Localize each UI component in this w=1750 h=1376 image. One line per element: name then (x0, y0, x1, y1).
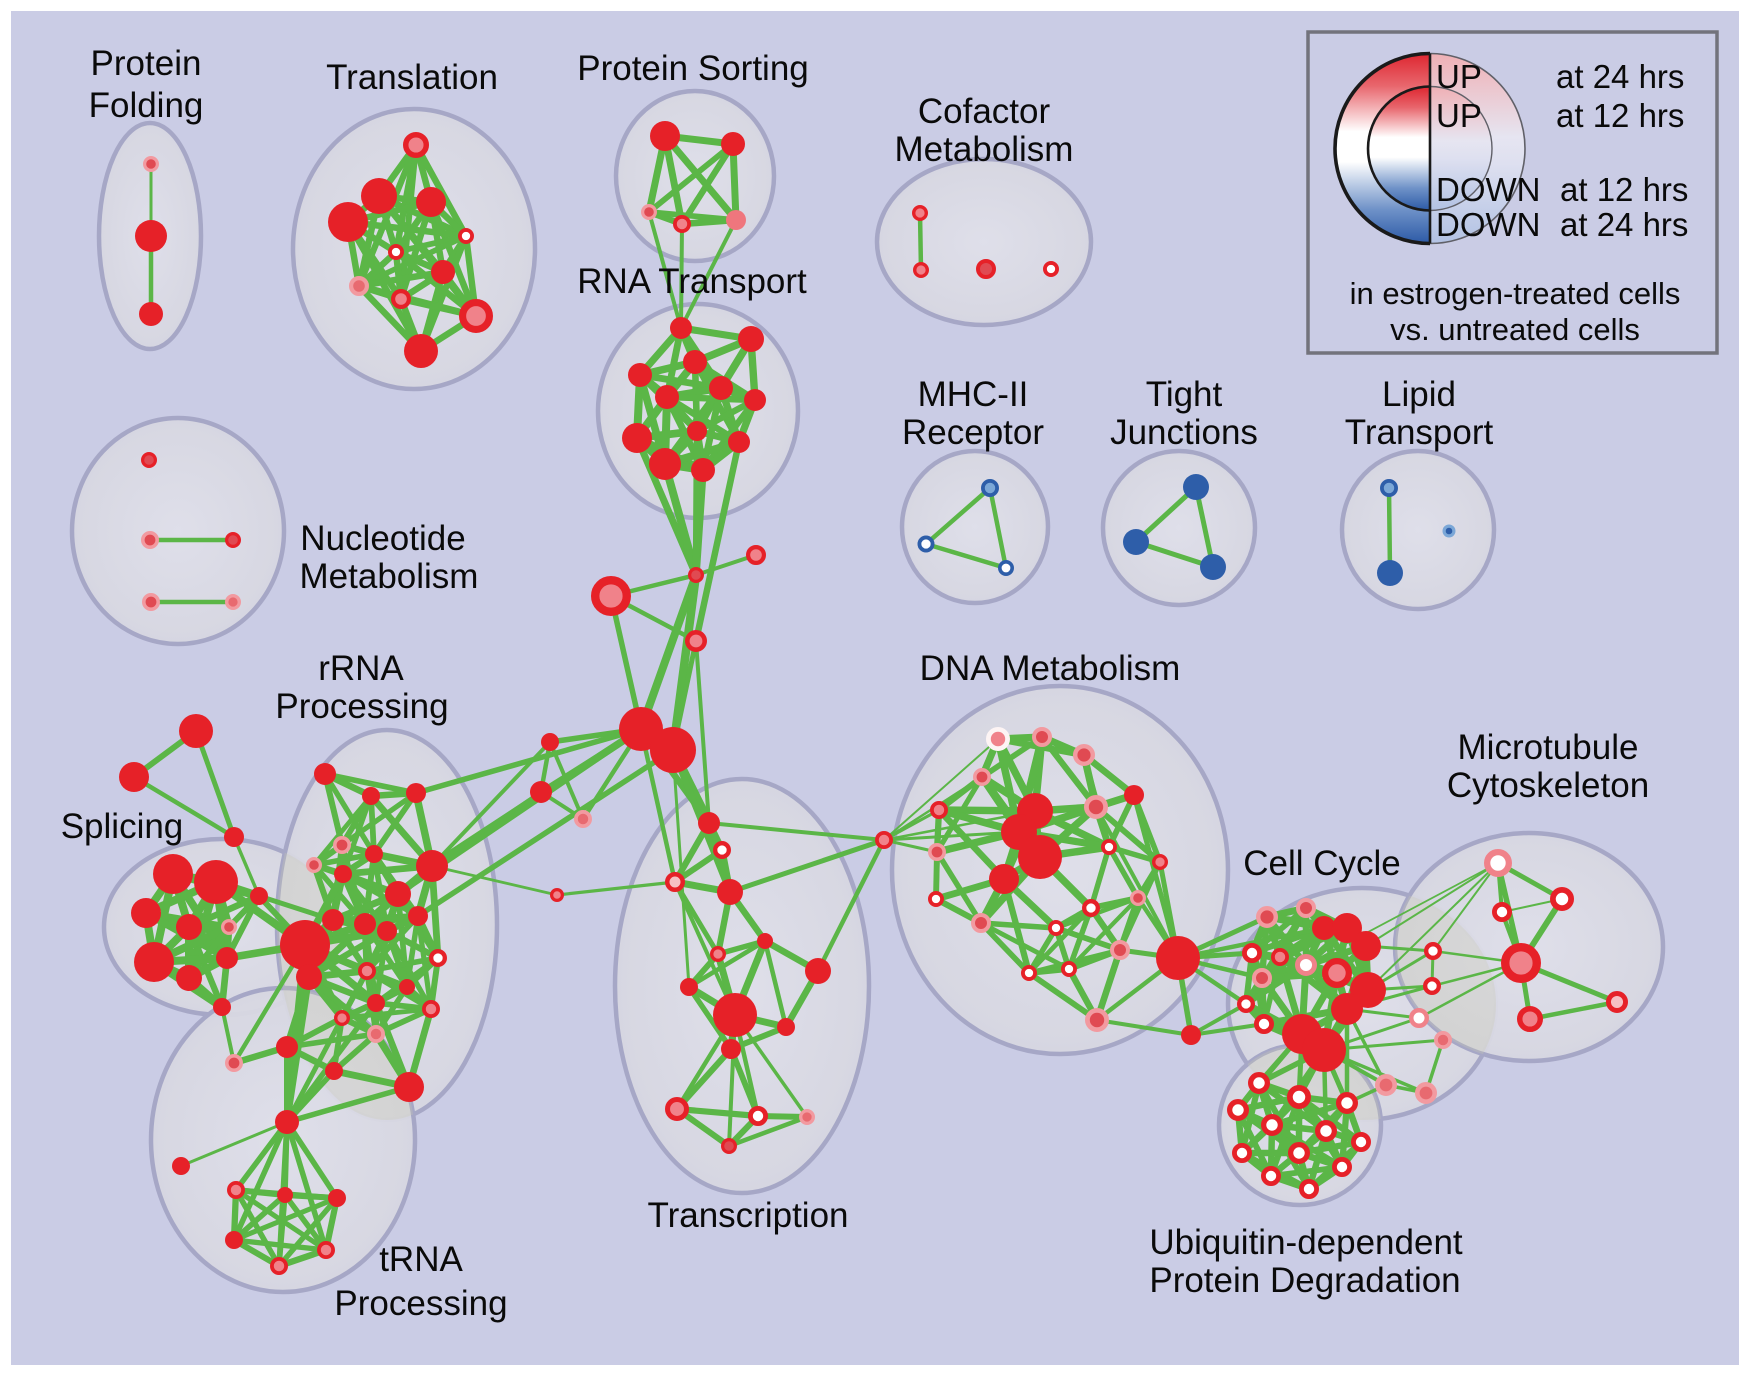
svg-text:Cytoskeleton: Cytoskeleton (1447, 766, 1649, 805)
svg-text:Tight: Tight (1146, 375, 1223, 414)
svg-text:Transport: Transport (1345, 413, 1494, 452)
svg-text:Nucleotide: Nucleotide (300, 519, 465, 558)
svg-text:Splicing: Splicing (61, 807, 184, 846)
svg-text:MHC-II: MHC-II (918, 375, 1029, 414)
svg-text:Protein: Protein (91, 44, 202, 83)
svg-text:DOWN: DOWN (1436, 206, 1540, 243)
svg-text:vs. untreated cells: vs. untreated cells (1390, 312, 1640, 347)
svg-text:at 12 hrs: at 12 hrs (1556, 97, 1684, 134)
svg-text:Protein Sorting: Protein Sorting (577, 49, 809, 88)
svg-text:Metabolism: Metabolism (300, 557, 479, 596)
svg-text:Microtubule: Microtubule (1458, 728, 1639, 767)
svg-text:RNA Transport: RNA Transport (577, 262, 807, 301)
svg-text:DOWN: DOWN (1436, 171, 1540, 208)
svg-text:rRNA: rRNA (318, 649, 404, 688)
svg-text:UP: UP (1436, 58, 1482, 95)
svg-text:Lipid: Lipid (1382, 375, 1456, 414)
svg-text:Translation: Translation (326, 58, 498, 97)
svg-text:DNA Metabolism: DNA Metabolism (920, 649, 1181, 688)
svg-text:Cofactor: Cofactor (918, 92, 1051, 131)
svg-text:Junctions: Junctions (1110, 413, 1258, 452)
svg-text:Cell Cycle: Cell Cycle (1243, 844, 1401, 883)
svg-text:at 12 hrs: at 12 hrs (1560, 171, 1688, 208)
svg-text:Folding: Folding (89, 86, 204, 125)
svg-text:tRNA: tRNA (379, 1240, 463, 1279)
svg-text:Transcription: Transcription (648, 1196, 849, 1235)
svg-text:in estrogen-treated cells: in estrogen-treated cells (1350, 276, 1681, 311)
svg-text:at 24 hrs: at 24 hrs (1560, 206, 1688, 243)
svg-text:Protein Degradation: Protein Degradation (1149, 1261, 1460, 1300)
svg-text:Ubiquitin-dependent: Ubiquitin-dependent (1149, 1223, 1463, 1262)
svg-text:Processing: Processing (334, 1284, 507, 1323)
svg-text:UP: UP (1436, 97, 1482, 134)
svg-text:Receptor: Receptor (902, 413, 1044, 452)
svg-text:at 24 hrs: at 24 hrs (1556, 58, 1684, 95)
svg-text:Metabolism: Metabolism (895, 130, 1074, 169)
svg-text:Processing: Processing (275, 687, 448, 726)
